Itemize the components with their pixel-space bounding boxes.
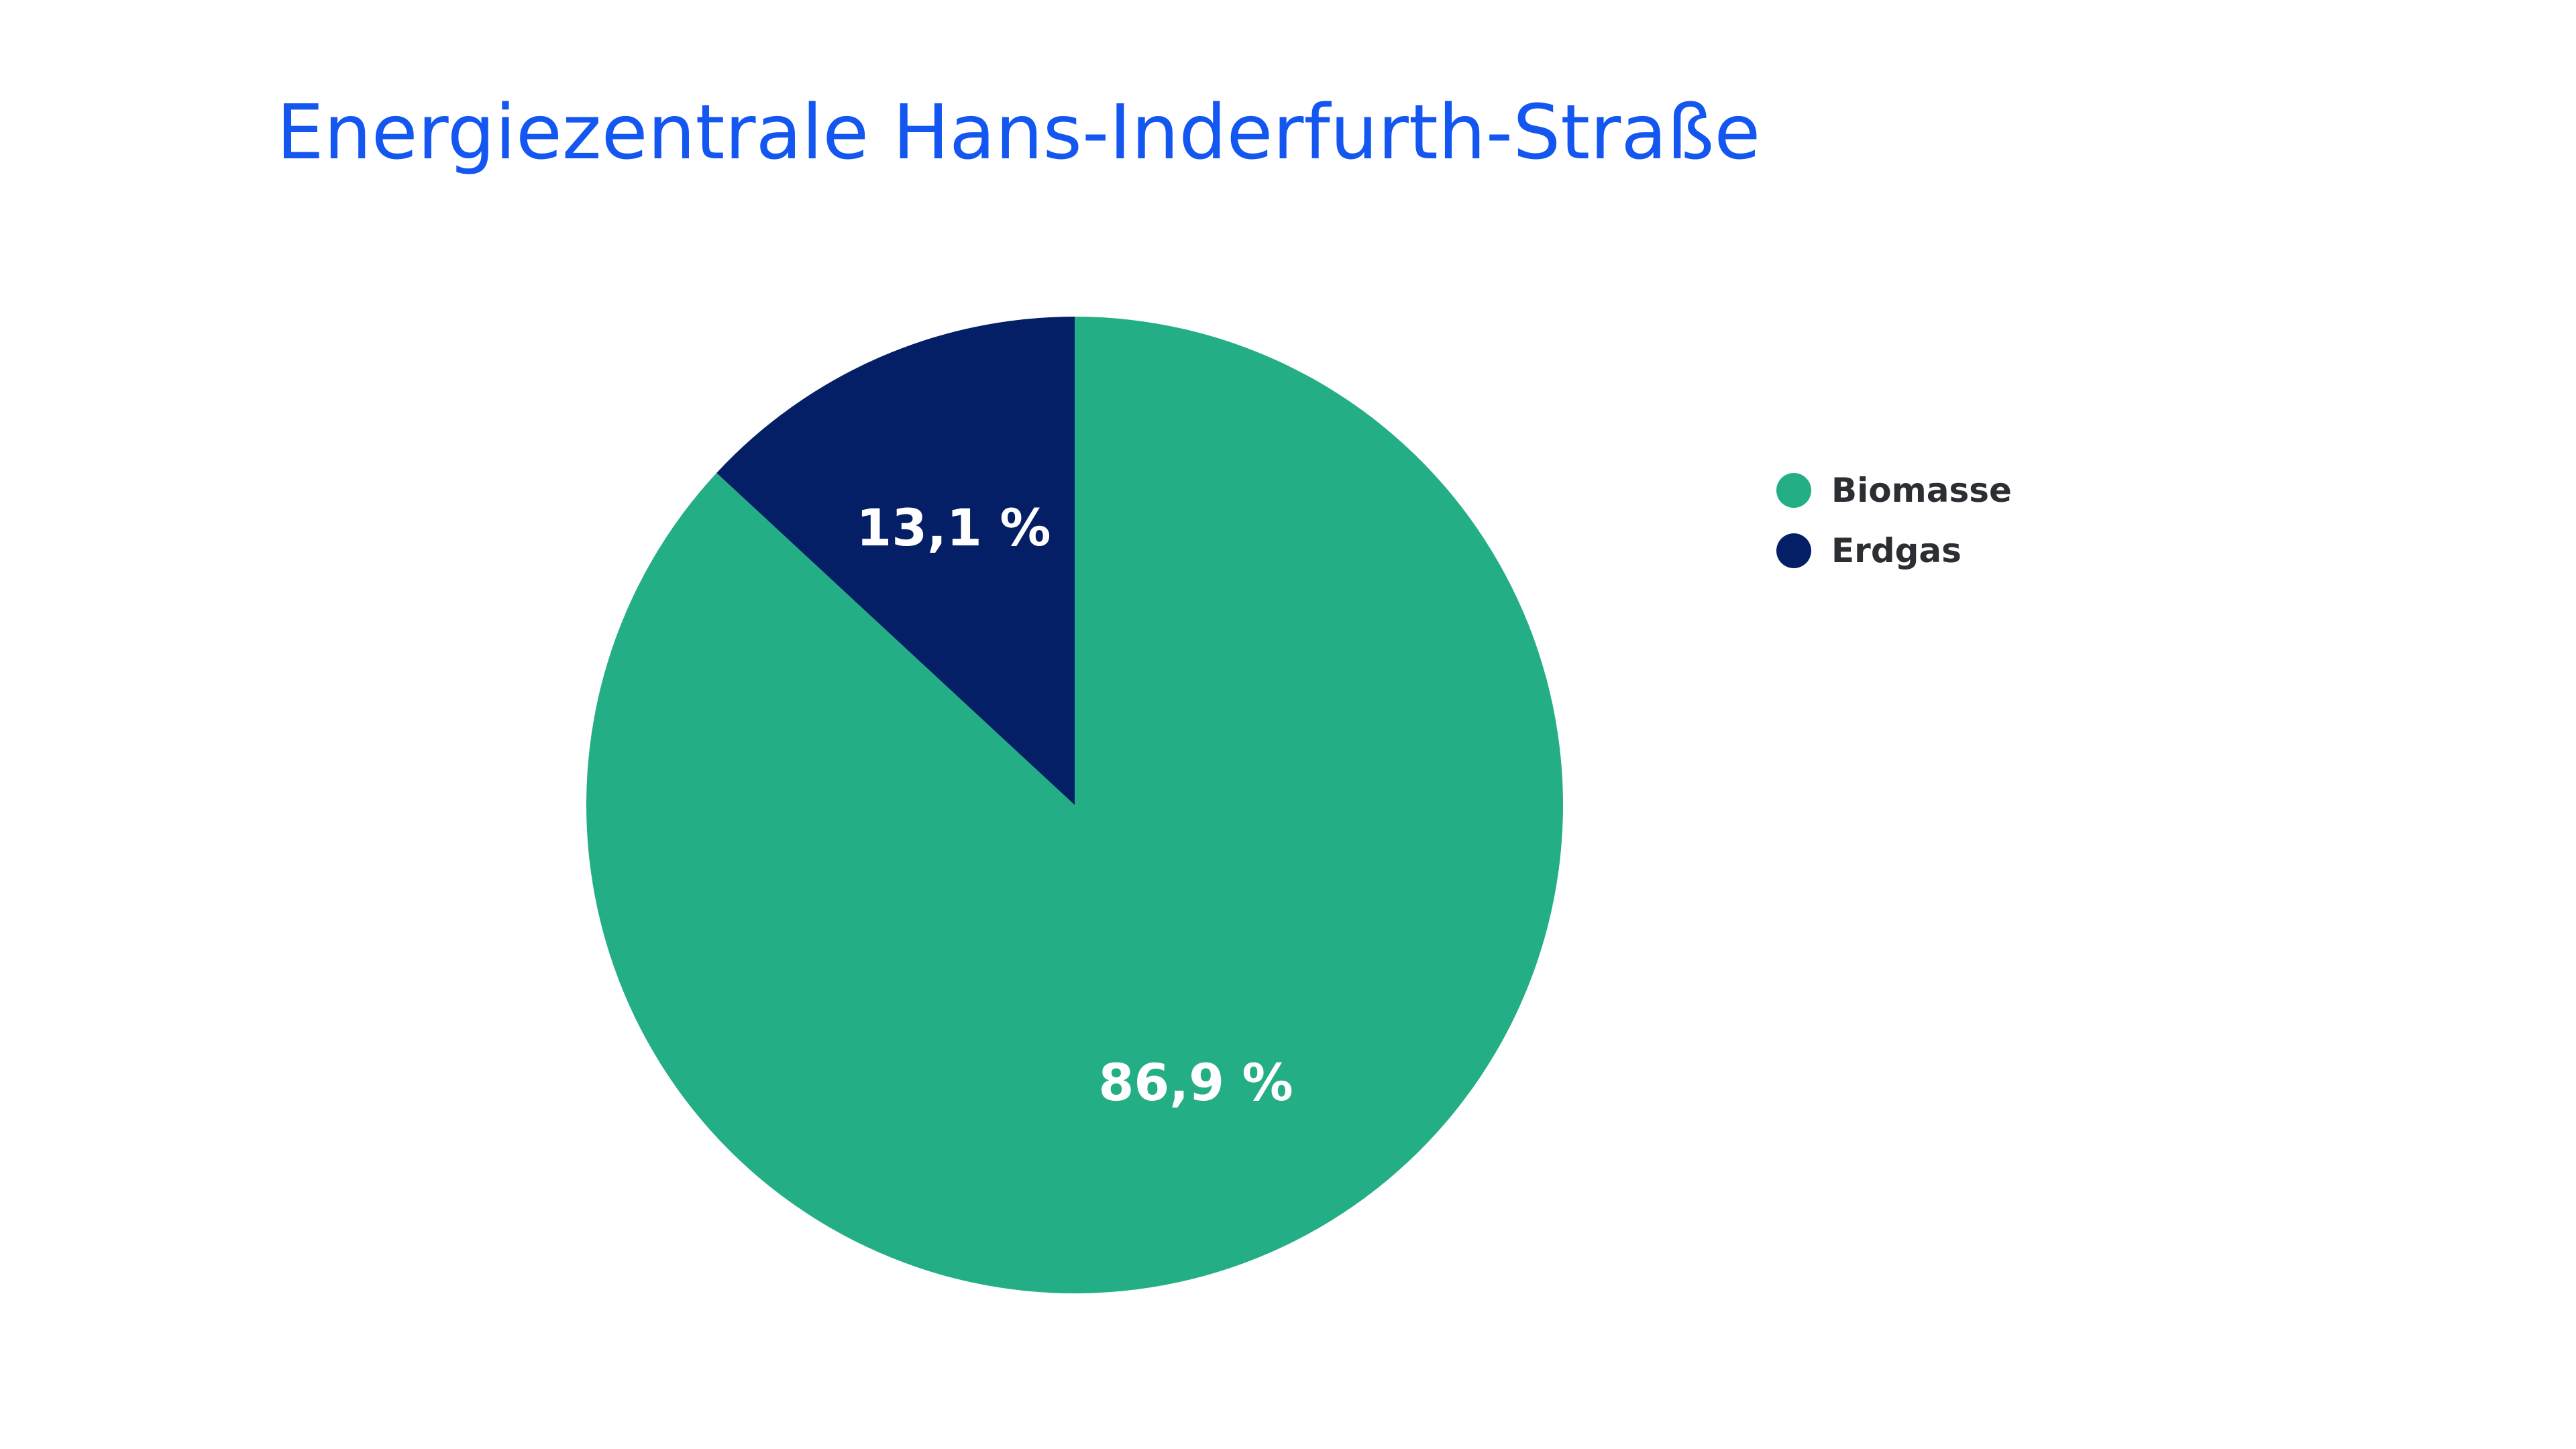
pie-slice-labels: 86,9 % 13,1 %	[856, 498, 1293, 1112]
legend: Biomasse Erdgas	[1776, 467, 2012, 588]
pie-slices	[586, 317, 1564, 1294]
legend-marker-biomasse	[1776, 473, 1811, 508]
legend-label-biomasse: Biomasse	[1831, 471, 2012, 510]
legend-label-erdgas: Erdgas	[1831, 531, 1962, 570]
pie-slice-biomasse[interactable]	[586, 317, 1564, 1294]
slice-label-erdgas: 13,1 %	[856, 498, 1051, 557]
pie-slice-erdgas[interactable]	[716, 317, 1075, 805]
legend-item-biomasse[interactable]: Biomasse	[1776, 467, 2012, 514]
legend-marker-erdgas	[1776, 533, 1811, 568]
chart-title: Energiezentrale Hans-Inderfurth-Straße	[276, 89, 1761, 176]
legend-item-erdgas[interactable]: Erdgas	[1776, 527, 2012, 574]
slice-label-biomasse: 86,9 %	[1098, 1053, 1293, 1112]
